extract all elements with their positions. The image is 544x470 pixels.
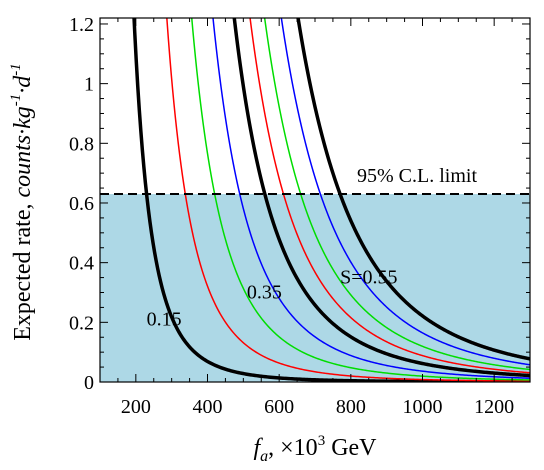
x-tick-label: 200 xyxy=(121,396,151,418)
curve-3 xyxy=(191,18,530,381)
curve-7 xyxy=(263,18,530,371)
x-tick-label: 800 xyxy=(336,396,366,418)
curve-9 xyxy=(296,18,530,361)
curve-annotation: S=0.55 xyxy=(340,267,397,289)
excluded-region xyxy=(100,194,530,382)
y-tick-label: 0.2 xyxy=(69,312,94,334)
x-axis-title-rest: , ×10 xyxy=(268,435,318,461)
axes-layer xyxy=(99,17,531,383)
x-tick-label: 400 xyxy=(193,396,223,418)
y-axis-title-units-2: ·d xyxy=(10,75,36,94)
y-axis-title: Expected rate, counts·kg-1·d-1 xyxy=(8,63,36,341)
y-axis-title-sup-2: -1 xyxy=(8,63,24,76)
x-tick-label: 1200 xyxy=(474,396,514,418)
y-tick-label: 1.2 xyxy=(69,14,94,36)
y-axis-title-plain: Expected rate, xyxy=(10,198,36,341)
x-axis-title-var: f xyxy=(253,435,263,461)
curve-annotation: 0.35 xyxy=(247,281,282,303)
curve-5 xyxy=(232,18,530,378)
x-axis-title-sup: 3 xyxy=(318,433,326,449)
x-tick-label: 600 xyxy=(264,396,294,418)
curve-4 xyxy=(212,18,530,379)
y-tick-label: 0.8 xyxy=(69,133,94,155)
y-axis-title-units: counts·kg xyxy=(10,106,36,197)
limit-label: 95% C.L. limit xyxy=(357,165,477,187)
y-tick-label: 0.4 xyxy=(69,253,94,275)
curve-8 xyxy=(280,18,530,366)
x-tick-label: 1000 xyxy=(403,396,443,418)
y-tick-label: 1 xyxy=(84,74,94,96)
curve-annotation: 0.15 xyxy=(147,308,182,330)
x-axis-title: fa, ×103 GeV xyxy=(253,433,377,465)
excluded-region-layer xyxy=(100,194,530,382)
y-tick-label: 0 xyxy=(84,372,94,394)
y-axis-title-sup: -1 xyxy=(8,94,24,107)
curve-6 xyxy=(249,18,530,374)
y-tick-label: 0.6 xyxy=(69,193,94,215)
x-axis-title-unit: GeV xyxy=(325,435,377,461)
x-axis-title-sub: a xyxy=(260,448,268,465)
curve-2 xyxy=(166,18,530,382)
labels-layer: 200 400 600 800 1000 1200 0 0.2 0.4 0.6 0.8 1 1.2 95%… xyxy=(8,14,514,465)
